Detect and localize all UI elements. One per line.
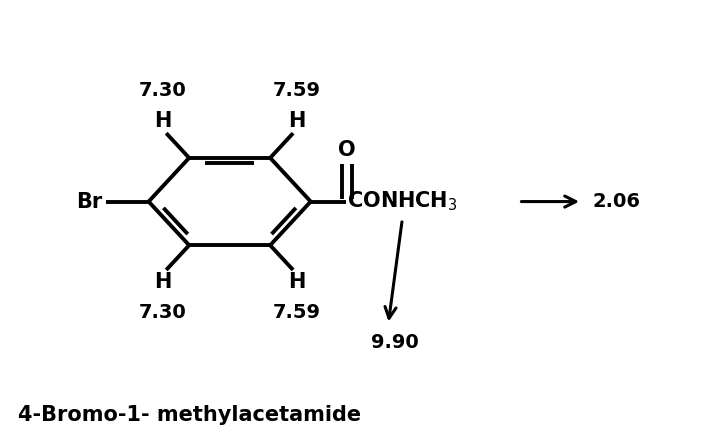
Text: H: H (154, 272, 171, 292)
Text: H: H (154, 111, 171, 131)
Text: H: H (288, 111, 305, 131)
Text: Br: Br (76, 192, 103, 211)
Text: 4-Bromo-1- methylacetamide: 4-Bromo-1- methylacetamide (19, 405, 361, 425)
Text: H: H (288, 272, 305, 292)
Text: 2.06: 2.06 (593, 192, 640, 211)
Text: CONHCH$_3$: CONHCH$_3$ (347, 190, 458, 213)
Text: 7.59: 7.59 (272, 81, 321, 100)
Text: 7.59: 7.59 (272, 303, 321, 322)
Text: O: O (338, 140, 356, 160)
Text: 9.90: 9.90 (371, 333, 419, 352)
Text: 7.30: 7.30 (139, 81, 187, 100)
Text: 7.30: 7.30 (139, 303, 187, 322)
